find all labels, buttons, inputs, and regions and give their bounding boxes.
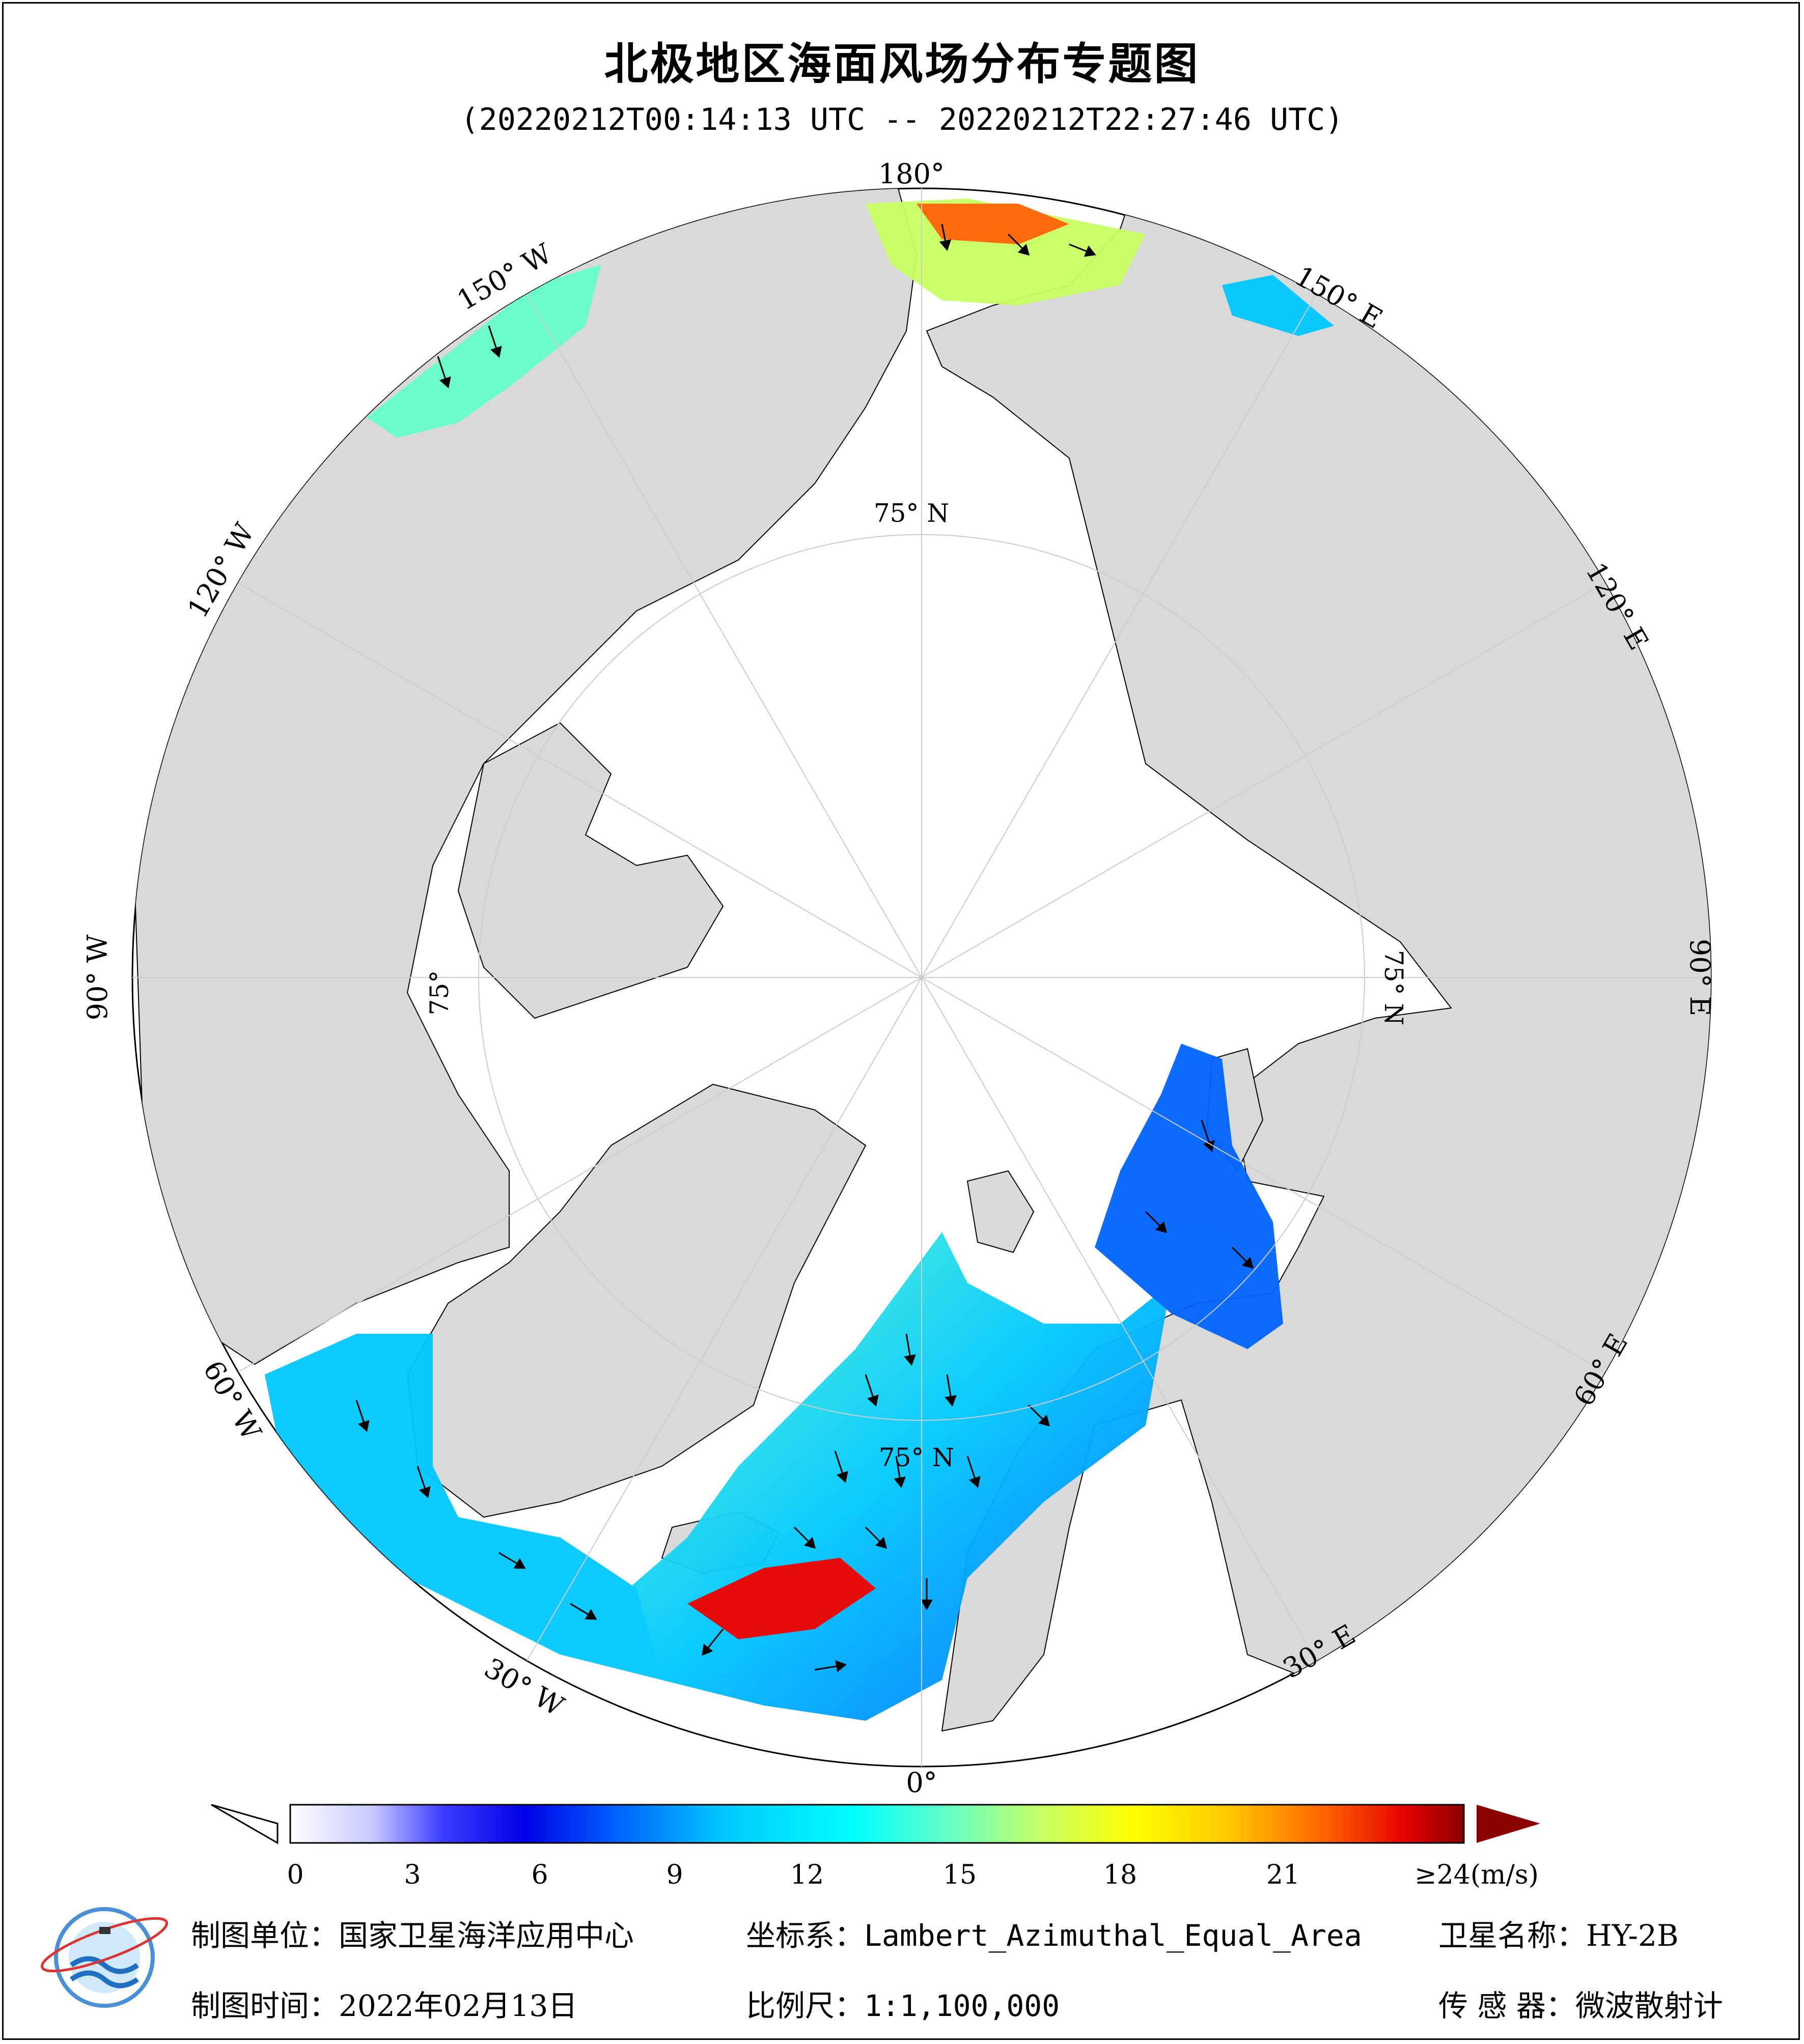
- wind-arrow: [1028, 1404, 1050, 1427]
- org-label: 制图单位：: [191, 1918, 339, 1953]
- wind-arrow: [437, 356, 451, 388]
- wind-arrows: [355, 223, 1254, 1672]
- colorbar-ticks: 0 3 6 9 12 15 18 21 ≥24(m/s): [287, 1860, 1538, 1890]
- colorbar-under-triangle: [211, 1804, 279, 1844]
- wind-arrow: [498, 1552, 526, 1569]
- colorbar-tick: 18: [1103, 1860, 1137, 1890]
- wind-swath-barents-sea: [1095, 1044, 1283, 1349]
- sensor-label: 传 感 器：: [1438, 1989, 1575, 2023]
- wind-arrow: [904, 1333, 916, 1366]
- label-0: 0°: [906, 1767, 937, 1799]
- wind-arrow: [1201, 1119, 1215, 1152]
- wind-swath-okhotsk: [1222, 275, 1334, 336]
- wind-arrow: [702, 1629, 724, 1656]
- footer-org: 制图单位：国家卫星海洋应用中心: [191, 1912, 634, 1954]
- wind-arrow: [834, 1450, 848, 1483]
- svalbard-land: [966, 1170, 1035, 1253]
- colorbar-gradient: [289, 1804, 1465, 1844]
- parallel-label-left: 75°: [425, 970, 454, 1016]
- label-90e: 90° E: [1684, 939, 1716, 1016]
- wind-arrow: [355, 1399, 370, 1432]
- wind-arrow: [814, 1660, 847, 1672]
- graticule: [132, 188, 1711, 1767]
- wind-arrow: [945, 1374, 957, 1407]
- greenland-land: [406, 1083, 867, 1518]
- satellite-value: HY-2B: [1586, 1918, 1679, 1953]
- map-title: 北极地区海面风场分布专题图: [604, 38, 1200, 90]
- land-masses: [132, 188, 1711, 1732]
- colorbar-unit-label: ≥24(m/s): [1414, 1860, 1539, 1890]
- wind-arrow: [1145, 1211, 1168, 1234]
- time-range-subtitle: (20220212T00:14:13 UTC -- 20220212T22:27…: [460, 102, 1344, 137]
- parallel-label-top: 75° N: [874, 498, 949, 528]
- wind-arrow: [865, 1526, 887, 1549]
- colorbar-tick: 21: [1266, 1860, 1300, 1890]
- wind-swath-bering-high: [917, 204, 1069, 244]
- wind-swath-high-speed: [687, 1558, 876, 1639]
- org-value: 国家卫星海洋应用中心: [339, 1918, 634, 1953]
- colorbar: [211, 1804, 1540, 1844]
- colorbar-over-triangle: [1477, 1805, 1540, 1843]
- coord-label: 坐标系：: [746, 1918, 865, 1953]
- wind-arrow: [894, 1455, 906, 1488]
- label-90w: 90° W: [81, 934, 114, 1020]
- satellite-label: 卫星名称：: [1438, 1918, 1587, 1953]
- footer-time: 制图时间：2022年02月13日: [191, 1982, 577, 2025]
- wind-arrow: [1231, 1246, 1254, 1269]
- footer-coord: 坐标系：Lambert_Azimuthal_Equal_Area: [746, 1912, 1362, 1954]
- wind-arrow: [793, 1526, 816, 1549]
- parallel-label-bottom: 75° N: [879, 1443, 954, 1472]
- wind-arrow: [1007, 233, 1030, 256]
- colorbar-tick: 9: [666, 1860, 683, 1890]
- wind-arrow: [939, 223, 952, 251]
- colorbar-tick: 15: [943, 1860, 977, 1890]
- parallel-label-right: 75° N: [1379, 950, 1408, 1025]
- wind-arrow: [417, 1466, 431, 1498]
- parallel-labels: 75° N 75° 75° N 75° N: [425, 498, 1408, 1472]
- label-180: 180°: [878, 158, 945, 190]
- coord-value: Lambert_Azimuthal_Equal_Area: [864, 1918, 1362, 1953]
- time-label: 制图时间：: [191, 1989, 339, 2023]
- wind-arrow: [1069, 243, 1096, 257]
- scale-value: 1:1,100,000: [864, 1989, 1060, 2023]
- colorbar-tick: 6: [531, 1860, 548, 1890]
- nsoas-logo-icon: [40, 1907, 169, 2008]
- colorbar-tick: 12: [790, 1860, 824, 1890]
- wind-arrow: [488, 325, 502, 358]
- sensor-value: 微波散射计: [1575, 1989, 1723, 2023]
- wind-arrow: [570, 1603, 597, 1620]
- colorbar-tick: 0: [287, 1860, 303, 1890]
- scale-label: 比例尺：: [746, 1989, 865, 2023]
- footer-satellite: 卫星名称：HY-2B: [1438, 1912, 1679, 1954]
- wind-arrow: [865, 1374, 879, 1407]
- footer-sensor: 传 感 器：微波散射计: [1438, 1982, 1723, 2025]
- arctic-islands: [457, 722, 724, 1019]
- colorbar-tick: 3: [404, 1860, 421, 1890]
- footer-scale: 比例尺：1:1,100,000: [746, 1982, 1060, 2025]
- time-value: 2022年02月13日: [339, 1989, 578, 2023]
- wind-swath-gulf-alaska: [367, 265, 601, 438]
- wind-arrow: [966, 1455, 981, 1488]
